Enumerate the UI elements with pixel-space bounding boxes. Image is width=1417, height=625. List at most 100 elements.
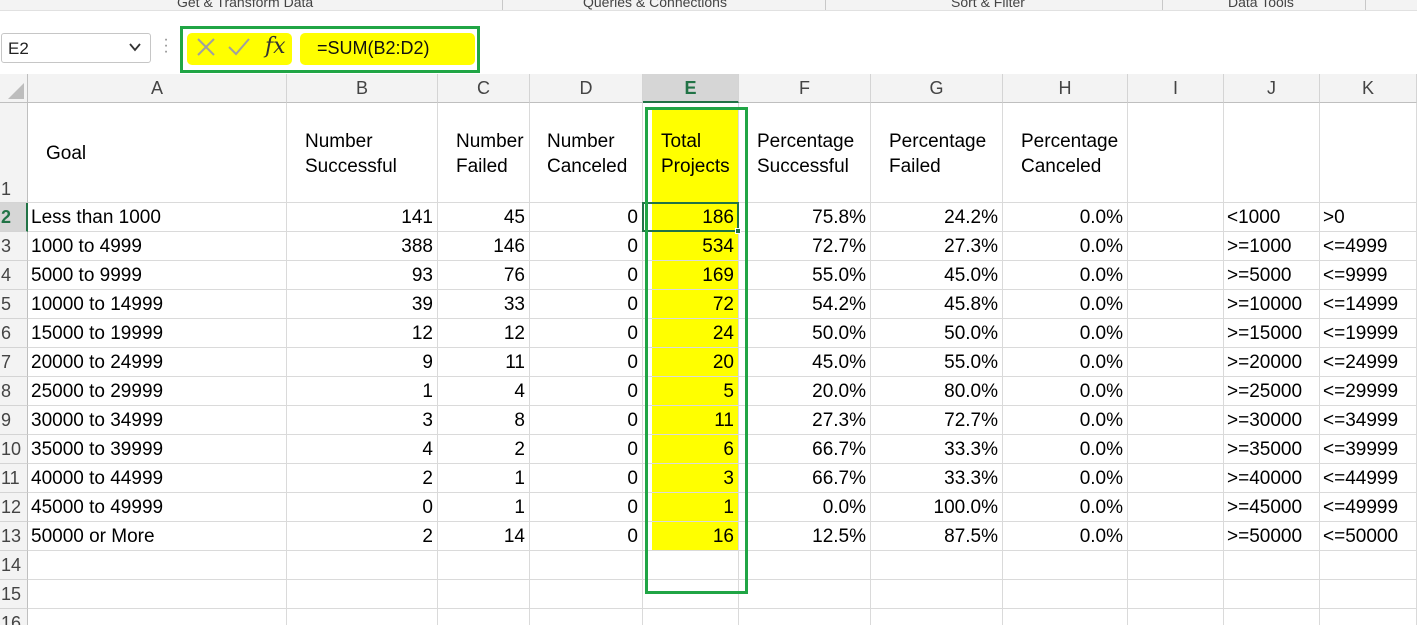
cell-j12[interactable]: >=45000 — [1224, 493, 1320, 522]
cell-c7[interactable]: 11 — [438, 348, 530, 377]
header-cell-k[interactable] — [1320, 103, 1417, 203]
cell-g15[interactable] — [871, 580, 1003, 609]
cell-d8[interactable]: 0 — [530, 377, 643, 406]
cell-c13[interactable]: 14 — [438, 522, 530, 551]
cell-c12[interactable]: 1 — [438, 493, 530, 522]
column-header-b[interactable]: B — [287, 74, 438, 103]
header-cell-i[interactable] — [1128, 103, 1224, 203]
cell-h6[interactable]: 0.0% — [1003, 319, 1128, 348]
row-header-5[interactable]: 5 — [0, 290, 28, 319]
cell-h16[interactable] — [1003, 609, 1128, 625]
cell-d5[interactable]: 0 — [530, 290, 643, 319]
cell-c8[interactable]: 4 — [438, 377, 530, 406]
row-header-13[interactable]: 13 — [0, 522, 28, 551]
row-header-12[interactable]: 12 — [0, 493, 28, 522]
cell-k7[interactable]: <=24999 — [1320, 348, 1417, 377]
cell-c16[interactable] — [438, 609, 530, 625]
column-header-i[interactable]: I — [1128, 74, 1224, 103]
cell-e16[interactable] — [643, 609, 739, 625]
row-header-6[interactable]: 6 — [0, 319, 28, 348]
cell-i13[interactable] — [1128, 522, 1224, 551]
cell-e10[interactable]: 6 — [643, 435, 739, 464]
cell-f14[interactable] — [739, 551, 871, 580]
cell-k4[interactable]: <=9999 — [1320, 261, 1417, 290]
column-header-c[interactable]: C — [438, 74, 530, 103]
cell-k10[interactable]: <=39999 — [1320, 435, 1417, 464]
cell-a4[interactable]: 5000 to 9999 — [28, 261, 287, 290]
cell-b9[interactable]: 3 — [287, 406, 438, 435]
cell-h11[interactable]: 0.0% — [1003, 464, 1128, 493]
cell-i5[interactable] — [1128, 290, 1224, 319]
cell-b10[interactable]: 4 — [287, 435, 438, 464]
cell-d13[interactable]: 0 — [530, 522, 643, 551]
cell-h8[interactable]: 0.0% — [1003, 377, 1128, 406]
column-header-f[interactable]: F — [739, 74, 871, 103]
cell-d12[interactable]: 0 — [530, 493, 643, 522]
cell-g11[interactable]: 33.3% — [871, 464, 1003, 493]
cell-d16[interactable] — [530, 609, 643, 625]
cell-c15[interactable] — [438, 580, 530, 609]
cell-g2[interactable]: 24.2% — [871, 203, 1003, 232]
cell-a6[interactable]: 15000 to 19999 — [28, 319, 287, 348]
cell-b14[interactable] — [287, 551, 438, 580]
cell-e3[interactable]: 534 — [643, 232, 739, 261]
cell-g9[interactable]: 72.7% — [871, 406, 1003, 435]
cell-d15[interactable] — [530, 580, 643, 609]
cell-a13[interactable]: 50000 or More — [28, 522, 287, 551]
cell-e14[interactable] — [643, 551, 739, 580]
cell-h12[interactable]: 0.0% — [1003, 493, 1128, 522]
cell-c6[interactable]: 12 — [438, 319, 530, 348]
formula-text[interactable]: =SUM(B2:D2) — [317, 38, 430, 58]
cell-a2[interactable]: Less than 1000 — [28, 203, 287, 232]
cell-f11[interactable]: 66.7% — [739, 464, 871, 493]
cell-a9[interactable]: 30000 to 34999 — [28, 406, 287, 435]
cell-i3[interactable] — [1128, 232, 1224, 261]
cell-j9[interactable]: >=30000 — [1224, 406, 1320, 435]
row-header-11[interactable]: 11 — [0, 464, 28, 493]
column-header-h[interactable]: H — [1003, 74, 1128, 103]
cell-i10[interactable] — [1128, 435, 1224, 464]
cell-j16[interactable] — [1224, 609, 1320, 625]
row-header-8[interactable]: 8 — [0, 377, 28, 406]
cell-i9[interactable] — [1128, 406, 1224, 435]
name-box-value[interactable]: E2 — [8, 39, 29, 58]
cell-g13[interactable]: 87.5% — [871, 522, 1003, 551]
cell-e2[interactable]: 186 — [643, 203, 739, 232]
cell-b15[interactable] — [287, 580, 438, 609]
cell-c5[interactable]: 33 — [438, 290, 530, 319]
cell-f8[interactable]: 20.0% — [739, 377, 871, 406]
cell-i12[interactable] — [1128, 493, 1224, 522]
cell-d6[interactable]: 0 — [530, 319, 643, 348]
cell-i2[interactable] — [1128, 203, 1224, 232]
cell-e12[interactable]: 1 — [643, 493, 739, 522]
cell-i16[interactable] — [1128, 609, 1224, 625]
cell-e9[interactable]: 11 — [643, 406, 739, 435]
cell-k5[interactable]: <=14999 — [1320, 290, 1417, 319]
header-cell-h[interactable]: Percentage Canceled — [1003, 103, 1128, 203]
cell-c10[interactable]: 2 — [438, 435, 530, 464]
cell-a10[interactable]: 35000 to 39999 — [28, 435, 287, 464]
cell-k13[interactable]: <=50000 — [1320, 522, 1417, 551]
cell-d2[interactable]: 0 — [530, 203, 643, 232]
cell-b4[interactable]: 93 — [287, 261, 438, 290]
cell-k11[interactable]: <=44999 — [1320, 464, 1417, 493]
cell-j2[interactable]: <1000 — [1224, 203, 1320, 232]
cell-g14[interactable] — [871, 551, 1003, 580]
cell-k2[interactable]: >0 — [1320, 203, 1417, 232]
cell-k6[interactable]: <=19999 — [1320, 319, 1417, 348]
cell-f3[interactable]: 72.7% — [739, 232, 871, 261]
cell-c14[interactable] — [438, 551, 530, 580]
cell-k8[interactable]: <=29999 — [1320, 377, 1417, 406]
cell-j3[interactable]: >=1000 — [1224, 232, 1320, 261]
cell-c4[interactable]: 76 — [438, 261, 530, 290]
cell-k15[interactable] — [1320, 580, 1417, 609]
cell-d11[interactable]: 0 — [530, 464, 643, 493]
cell-d4[interactable]: 0 — [530, 261, 643, 290]
cell-h15[interactable] — [1003, 580, 1128, 609]
cell-j5[interactable]: >=10000 — [1224, 290, 1320, 319]
cell-i7[interactable] — [1128, 348, 1224, 377]
insert-function-icon[interactable]: fx — [265, 34, 286, 59]
column-header-g[interactable]: G — [871, 74, 1003, 103]
cell-h9[interactable]: 0.0% — [1003, 406, 1128, 435]
cell-f6[interactable]: 50.0% — [739, 319, 871, 348]
